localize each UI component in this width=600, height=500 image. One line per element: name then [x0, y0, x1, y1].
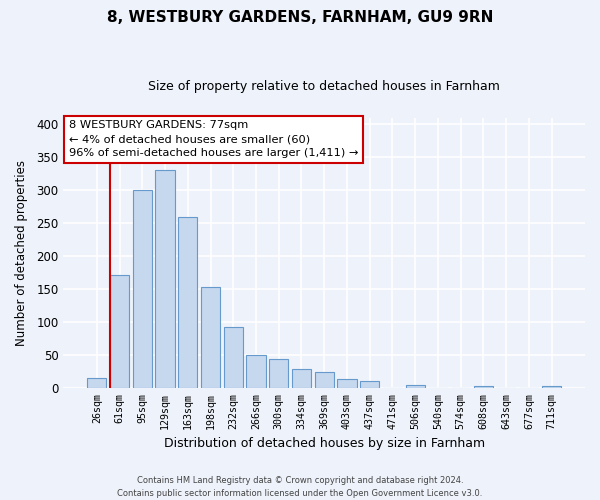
Bar	[292, 368, 311, 388]
Bar	[314, 372, 334, 388]
Bar	[133, 190, 152, 388]
Bar	[178, 217, 197, 388]
Bar	[406, 385, 425, 388]
Bar	[110, 274, 129, 388]
Bar	[269, 360, 289, 388]
Bar	[542, 386, 561, 388]
Title: Size of property relative to detached houses in Farnham: Size of property relative to detached ho…	[148, 80, 500, 93]
Text: 8 WESTBURY GARDENS: 77sqm
← 4% of detached houses are smaller (60)
96% of semi-d: 8 WESTBURY GARDENS: 77sqm ← 4% of detach…	[68, 120, 358, 158]
Text: 8, WESTBURY GARDENS, FARNHAM, GU9 9RN: 8, WESTBURY GARDENS, FARNHAM, GU9 9RN	[107, 10, 493, 25]
X-axis label: Distribution of detached houses by size in Farnham: Distribution of detached houses by size …	[164, 437, 485, 450]
Bar	[474, 386, 493, 388]
Bar	[87, 378, 106, 388]
Bar	[337, 379, 356, 388]
Text: Contains HM Land Registry data © Crown copyright and database right 2024.
Contai: Contains HM Land Registry data © Crown c…	[118, 476, 482, 498]
Bar	[224, 327, 243, 388]
Y-axis label: Number of detached properties: Number of detached properties	[15, 160, 28, 346]
Bar	[247, 355, 266, 388]
Bar	[155, 170, 175, 388]
Bar	[360, 380, 379, 388]
Bar	[201, 287, 220, 388]
